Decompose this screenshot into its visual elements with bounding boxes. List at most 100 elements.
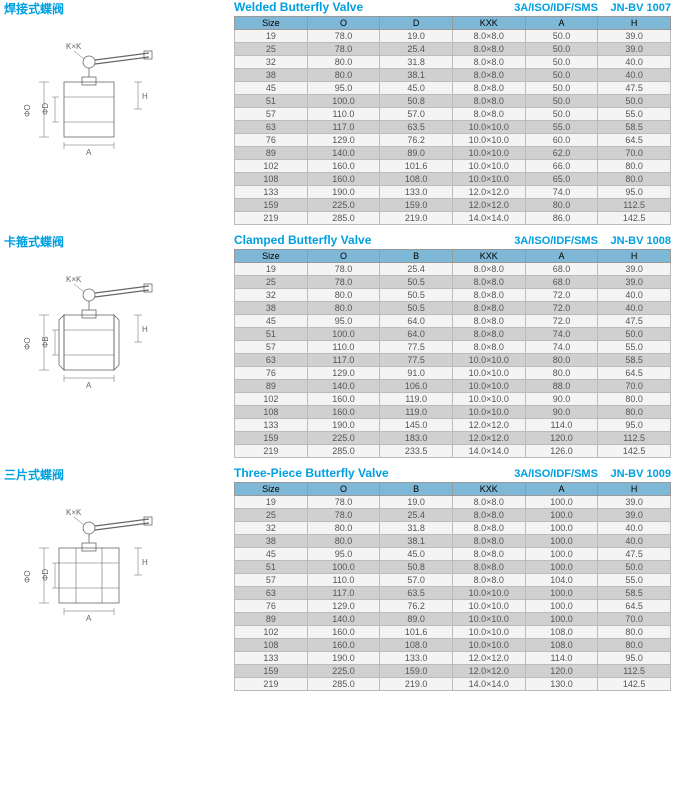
table-cell: 55.0 — [598, 574, 671, 587]
svg-text:H: H — [142, 92, 148, 101]
table-cell: 225.0 — [307, 432, 380, 445]
table-cell: 133 — [235, 419, 308, 432]
table-row: 108160.0119.010.0×10.090.080.0 — [235, 406, 671, 419]
table-cell: 8.0×8.0 — [452, 574, 525, 587]
table-cell: 285.0 — [307, 212, 380, 225]
table-row: 133190.0133.012.0×12.074.095.0 — [235, 186, 671, 199]
svg-text:K×K: K×K — [66, 508, 82, 517]
column-header: A — [525, 17, 598, 30]
table-cell: 119.0 — [380, 406, 453, 419]
table-cell: 102 — [235, 393, 308, 406]
table-cell: 142.5 — [598, 212, 671, 225]
table-cell: 140.0 — [307, 613, 380, 626]
table-cell: 102 — [235, 626, 308, 639]
valve-section: 卡箍式蝶阀 K×K H ΦO ΦB — [0, 233, 675, 458]
technical-diagram: K×K H ΦO ΦD A — [4, 27, 234, 167]
table-row: 3880.038.18.0×8.050.040.0 — [235, 69, 671, 82]
table-cell: 8.0×8.0 — [452, 276, 525, 289]
table-cell: 55.0 — [598, 341, 671, 354]
table-cell: 78.0 — [307, 30, 380, 43]
table-cell: 80.0 — [307, 69, 380, 82]
table-cell: 31.8 — [380, 522, 453, 535]
table-cell: 31.8 — [380, 56, 453, 69]
table-header-bar: Welded Butterfly Valve 3A/ISO/IDF/SMS JN… — [234, 0, 671, 14]
table-row: 63117.063.510.0×10.055.058.5 — [235, 121, 671, 134]
table-cell: 51 — [235, 328, 308, 341]
table-cell: 8.0×8.0 — [452, 30, 525, 43]
table-row: 76129.076.210.0×10.0100.064.5 — [235, 600, 671, 613]
table-cell: 19 — [235, 496, 308, 509]
table-cell: 70.0 — [598, 147, 671, 160]
table-cell: 68.0 — [525, 263, 598, 276]
table-row: 51100.050.88.0×8.0100.050.0 — [235, 561, 671, 574]
svg-text:H: H — [142, 325, 148, 334]
table-cell: 25.4 — [380, 43, 453, 56]
table-cell: 190.0 — [307, 652, 380, 665]
table-cell: 51 — [235, 95, 308, 108]
table-cell: 70.0 — [598, 613, 671, 626]
table-cell: 45.0 — [380, 548, 453, 561]
table-cell: 160.0 — [307, 160, 380, 173]
table-cell: 50.0 — [598, 95, 671, 108]
table-cell: 8.0×8.0 — [452, 522, 525, 535]
column-header: B — [380, 250, 453, 263]
column-header: O — [307, 483, 380, 496]
table-cell: 8.0×8.0 — [452, 69, 525, 82]
table-cell: 76.2 — [380, 600, 453, 613]
table-cell: 8.0×8.0 — [452, 328, 525, 341]
table-cell: 65.0 — [525, 173, 598, 186]
table-cell: 10.0×10.0 — [452, 380, 525, 393]
table-cell: 63.5 — [380, 587, 453, 600]
technical-diagram: K×K H ΦO ΦB A — [4, 260, 234, 400]
table-row: 4595.045.08.0×8.0100.047.5 — [235, 548, 671, 561]
table-cell: 160.0 — [307, 393, 380, 406]
table-cell: 50.0 — [525, 30, 598, 43]
section-title-cn: 三片式蝶阀 — [4, 466, 234, 483]
table-cell: 117.0 — [307, 587, 380, 600]
spec-table: SizeOBKXKAH1978.019.08.0×8.0100.039.0257… — [234, 482, 671, 691]
svg-text:A: A — [86, 381, 92, 390]
svg-text:A: A — [86, 614, 92, 623]
table-row: 4595.045.08.0×8.050.047.5 — [235, 82, 671, 95]
table-cell: 101.6 — [380, 626, 453, 639]
table-cell: 102 — [235, 160, 308, 173]
section-title-cn: 卡箍式蝶阀 — [4, 233, 234, 250]
column-header: B — [380, 483, 453, 496]
table-cell: 100.0 — [525, 509, 598, 522]
table-row: 57110.057.08.0×8.0104.055.0 — [235, 574, 671, 587]
table-cell: 51 — [235, 561, 308, 574]
table-cell: 40.0 — [598, 535, 671, 548]
table-cell: 10.0×10.0 — [452, 354, 525, 367]
valve-diagram-icon: K×K H ΦO ΦD A — [4, 493, 174, 633]
table-cell: 130.0 — [525, 678, 598, 691]
table-cell: 112.5 — [598, 665, 671, 678]
table-cell: 100.0 — [525, 600, 598, 613]
table-cell: 108 — [235, 639, 308, 652]
standards-label: 3A/ISO/IDF/SMS — [514, 468, 598, 480]
table-cell: 76.2 — [380, 134, 453, 147]
table-cell: 39.0 — [598, 509, 671, 522]
table-cell: 8.0×8.0 — [452, 315, 525, 328]
table-cell: 8.0×8.0 — [452, 108, 525, 121]
table-cell: 140.0 — [307, 147, 380, 160]
table-cell: 90.0 — [525, 406, 598, 419]
svg-text:K×K: K×K — [66, 42, 82, 51]
table-row: 133190.0145.012.0×12.0114.095.0 — [235, 419, 671, 432]
table-row: 4595.064.08.0×8.072.047.5 — [235, 315, 671, 328]
table-cell: 50.0 — [525, 95, 598, 108]
product-code: JN-BV 1008 — [610, 235, 671, 247]
table-cell: 38 — [235, 302, 308, 315]
table-row: 108160.0108.010.0×10.065.080.0 — [235, 173, 671, 186]
table-cell: 119.0 — [380, 393, 453, 406]
table-cell: 108.0 — [380, 173, 453, 186]
table-cell: 89 — [235, 147, 308, 160]
table-row: 3280.031.88.0×8.0100.040.0 — [235, 522, 671, 535]
table-cell: 89.0 — [380, 613, 453, 626]
table-cell: 80.0 — [307, 56, 380, 69]
table-row: 1978.025.48.0×8.068.039.0 — [235, 263, 671, 276]
table-cell: 19.0 — [380, 30, 453, 43]
table-cell: 8.0×8.0 — [452, 56, 525, 69]
table-cell: 76 — [235, 134, 308, 147]
spec-table: SizeODKXKAH1978.019.08.0×8.050.039.02578… — [234, 16, 671, 225]
section-title-en: Welded Butterfly Valve — [234, 0, 363, 14]
